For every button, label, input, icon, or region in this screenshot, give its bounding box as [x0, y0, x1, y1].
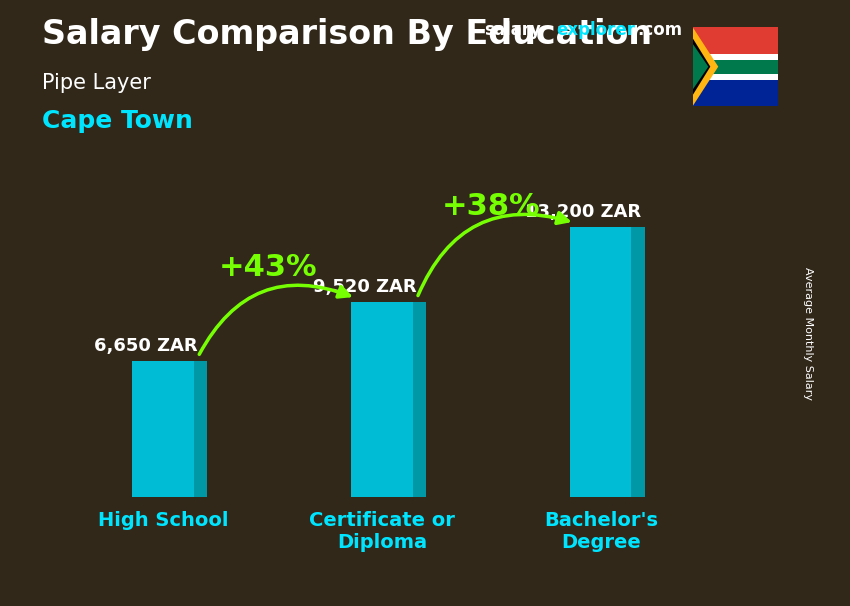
Text: Pipe Layer: Pipe Layer [42, 73, 151, 93]
Bar [351, 302, 412, 497]
Polygon shape [693, 44, 708, 90]
Bar [693, 27, 778, 54]
Polygon shape [632, 227, 644, 497]
Bar [570, 227, 632, 497]
Text: 6,650 ZAR: 6,650 ZAR [94, 337, 197, 355]
Text: 13,200 ZAR: 13,200 ZAR [525, 203, 642, 221]
Text: Average Monthly Salary: Average Monthly Salary [803, 267, 813, 400]
Bar [693, 54, 778, 79]
Bar [693, 59, 778, 74]
Text: 9,520 ZAR: 9,520 ZAR [313, 278, 416, 296]
Text: Salary Comparison By Education: Salary Comparison By Education [42, 18, 653, 51]
Text: explorer: explorer [557, 21, 636, 39]
Text: salary: salary [484, 21, 541, 39]
Polygon shape [412, 302, 426, 497]
Text: +43%: +43% [218, 253, 317, 282]
Polygon shape [693, 27, 718, 106]
Polygon shape [194, 361, 207, 497]
Bar [693, 79, 778, 106]
Bar [133, 361, 194, 497]
Polygon shape [693, 38, 711, 95]
Text: +38%: +38% [442, 192, 541, 221]
Text: .com: .com [638, 21, 683, 39]
Text: Cape Town: Cape Town [42, 109, 193, 133]
